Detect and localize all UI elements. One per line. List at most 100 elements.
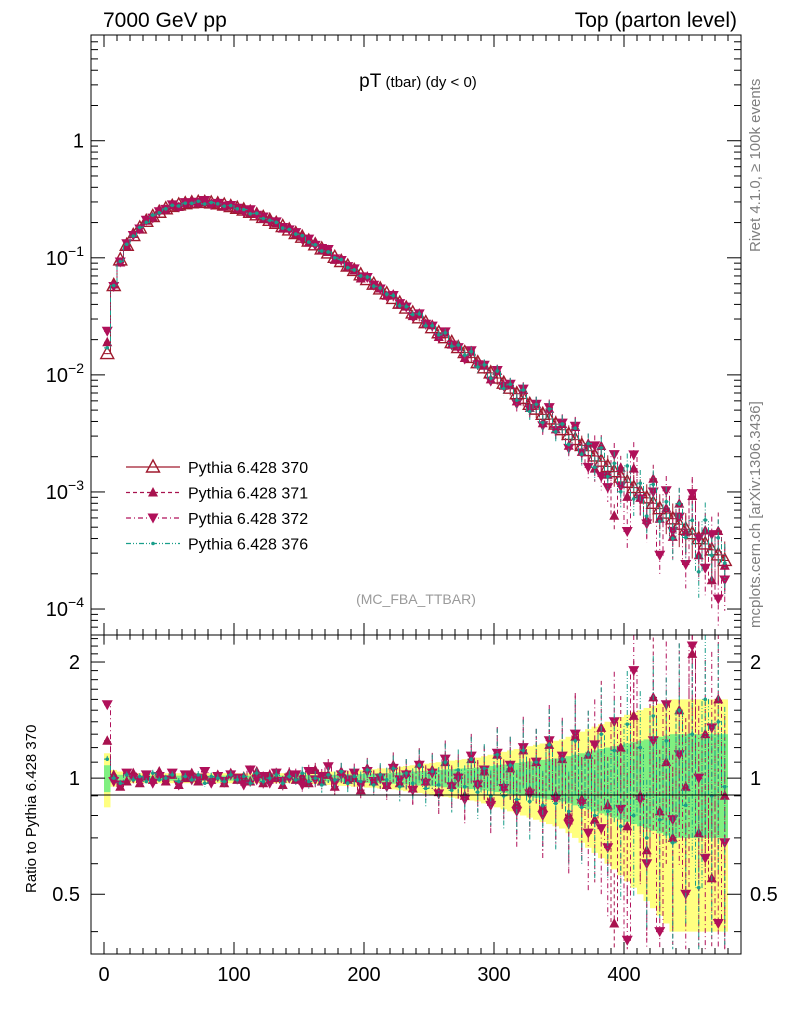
- data-point: [699, 563, 711, 574]
- band-green: [715, 734, 722, 838]
- ratio-point: [235, 778, 240, 782]
- band-green: [487, 766, 494, 792]
- ratio-point: [641, 859, 653, 870]
- data-point: [618, 489, 623, 494]
- data-point: [459, 354, 471, 365]
- ratio-point: [608, 717, 620, 728]
- data-point: [144, 220, 149, 225]
- ratio-point: [189, 778, 194, 782]
- band-green: [650, 738, 657, 831]
- ratio-point: [514, 797, 519, 802]
- data-point: [417, 312, 422, 316]
- mcplots-label: mcplots.cern.ch [arXiv:1306.3436]: [747, 401, 764, 628]
- ratio-point: [300, 771, 305, 775]
- ratio-point: [124, 773, 129, 777]
- data-point: [560, 422, 565, 426]
- ratio-point: [469, 757, 474, 761]
- band-green: [390, 772, 397, 784]
- data-point: [573, 426, 578, 431]
- data-point: [641, 519, 653, 530]
- ratio-point: [495, 752, 500, 757]
- data-point: [313, 243, 318, 247]
- data-point: [664, 499, 669, 504]
- ratio-point: [345, 781, 350, 786]
- data-point: [397, 303, 402, 308]
- legend-marker: [148, 487, 158, 497]
- ratio-point: [417, 763, 422, 768]
- ratio-point: [556, 751, 568, 762]
- series-s376: [104, 199, 728, 598]
- ratio-point: [686, 641, 698, 652]
- ratio-point: [196, 773, 201, 777]
- data-point: [690, 518, 695, 523]
- data-point: [553, 429, 558, 434]
- data-point: [384, 292, 389, 296]
- ratio-point: [102, 735, 113, 745]
- data-point: [527, 409, 532, 414]
- ratio-point: [316, 771, 328, 782]
- data-point: [199, 195, 211, 206]
- data-point: [622, 491, 633, 501]
- ratio-point: [521, 748, 526, 753]
- ratio-point: [228, 773, 233, 777]
- ratio-point: [560, 757, 565, 761]
- data-point: [235, 206, 240, 211]
- data-point: [670, 536, 675, 541]
- chart-title: pT (tbar) (dy < 0): [359, 71, 477, 92]
- data-point: [595, 472, 607, 483]
- band-green: [689, 734, 696, 838]
- ratio-point: [654, 927, 666, 938]
- data-point: [592, 465, 597, 470]
- ratio-point: [540, 803, 545, 808]
- ratio-point: [595, 824, 607, 835]
- data-point: [475, 365, 480, 369]
- ratio-point: [329, 778, 341, 789]
- ratio-y-tick-label-right: 1: [750, 768, 761, 790]
- data-point: [101, 326, 113, 337]
- data-point: [456, 343, 461, 347]
- data-point: [381, 291, 393, 302]
- ratio-point: [722, 784, 727, 789]
- ratio-point: [150, 771, 155, 775]
- ratio-point: [283, 773, 295, 784]
- ratio-point: [358, 779, 363, 784]
- legend-marker: [147, 513, 159, 524]
- data-point: [693, 534, 705, 545]
- ratio-point: [365, 768, 370, 772]
- data-point: [514, 398, 519, 403]
- ratio-point: [348, 768, 360, 779]
- ratio-point: [222, 779, 227, 784]
- data-point: [534, 402, 539, 407]
- ratio-point: [261, 779, 266, 784]
- ratio-point: [589, 740, 601, 751]
- ratio-point: [569, 729, 581, 740]
- data-point: [540, 420, 545, 425]
- ratio-point: [371, 783, 376, 787]
- data-point: [124, 242, 129, 247]
- band-green: [104, 765, 111, 793]
- ratio-point: [703, 697, 708, 702]
- band-green: [669, 734, 676, 838]
- data-point: [352, 268, 357, 272]
- title-sub: (tbar) (dy < 0): [381, 74, 476, 91]
- data-point: [319, 249, 324, 253]
- ratio-point: [443, 760, 448, 764]
- data-point: [300, 233, 305, 238]
- data-point: [644, 514, 649, 518]
- series-line: [104, 200, 728, 573]
- data-point: [709, 553, 714, 558]
- data-point: [462, 353, 467, 358]
- ratio-y-tick-label: 0.5: [52, 884, 80, 906]
- axes: 0 100 200 300 400 1 10−1 10−2 10−3 10−4 2 2 1 1 0.5 0.5: [46, 34, 778, 986]
- band-green: [364, 773, 371, 783]
- x-tick-label: 200: [347, 964, 380, 986]
- data-point: [631, 497, 636, 501]
- legend-label: Pythia 6.428 372: [188, 511, 308, 528]
- series-s370: [99, 193, 733, 592]
- ratio-point: [537, 811, 549, 822]
- ratio-point: [267, 776, 272, 780]
- ratio-point: [543, 736, 555, 747]
- ratio-point: [332, 778, 337, 782]
- data-point: [150, 213, 155, 217]
- ratio-line: [104, 645, 728, 941]
